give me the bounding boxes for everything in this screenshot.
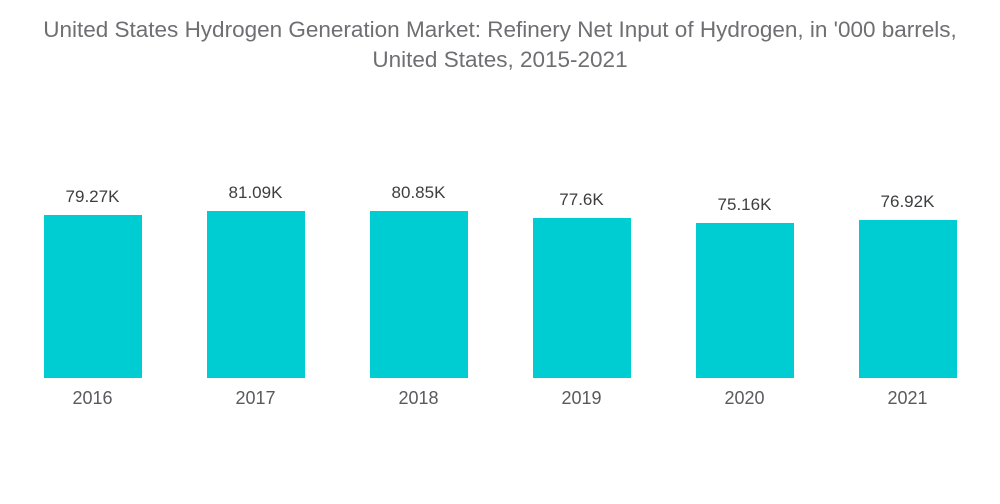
axis-label-2017: 2017 (235, 388, 276, 408)
bar-2017 (206, 211, 305, 378)
value-label-2019: 77.6K (559, 190, 604, 209)
bar-2018 (369, 211, 468, 378)
axis-label-2016: 2016 (72, 388, 113, 408)
bar-column-2020: 75.16K 2020 (695, 195, 794, 409)
bar-column-2017: 81.09K 2017 (206, 183, 305, 409)
bar-column-2019: 77.6K 2019 (532, 190, 631, 409)
bar-2020 (695, 223, 794, 378)
bar-column-2016: 79.27K 2016 (43, 187, 142, 409)
bar-2016 (43, 215, 142, 378)
value-label-2021: 76.92K (880, 192, 935, 211)
bar-column-2021: 76.92K 2021 (858, 192, 957, 409)
axis-label-2019: 2019 (561, 388, 602, 408)
value-label-2017: 81.09K (228, 183, 283, 202)
axis-label-2018: 2018 (398, 388, 439, 408)
axis-label-2020: 2020 (724, 388, 765, 408)
bar-2021 (858, 220, 957, 378)
bar-column-2018: 80.85K 2018 (369, 183, 468, 409)
bar-chart: 79.27K 2016 81.09K 2017 80.85K 2018 77.6… (0, 75, 1000, 409)
value-label-2016: 79.27K (65, 187, 120, 206)
chart-title: United States Hydrogen Generation Market… (43, 17, 957, 72)
value-label-2018: 80.85K (391, 183, 446, 202)
axis-label-2021: 2021 (887, 388, 928, 408)
bar-2019 (532, 218, 631, 378)
value-label-2020: 75.16K (717, 195, 772, 214)
